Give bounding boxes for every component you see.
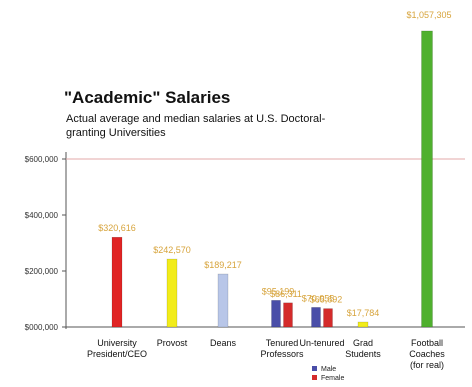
- data-label: $65,692: [310, 295, 343, 305]
- bar: [357, 321, 369, 328]
- data-label: $17,784: [347, 308, 380, 318]
- x-tick-label: University: [97, 338, 137, 348]
- x-tick-label: Professors: [260, 349, 304, 359]
- x-tick-label: Students: [345, 349, 381, 359]
- bar: [271, 300, 281, 328]
- data-label: $70,055: [302, 293, 335, 303]
- bar: [421, 30, 433, 328]
- bar: [111, 236, 123, 328]
- data-label: $95,199: [262, 286, 295, 296]
- legend-label: Male: [321, 366, 336, 373]
- x-tick-label: President/CEO: [87, 349, 147, 359]
- x-tick-label: Un-tenured: [299, 338, 344, 348]
- y-tick-label: $600,000: [25, 155, 59, 164]
- y-tick-label: $000,000: [25, 323, 59, 332]
- chart-subtitle: Actual average and median salaries at U.…: [66, 113, 326, 139]
- x-tick-label: Coaches: [409, 349, 445, 359]
- bar: [217, 273, 229, 328]
- legend-swatch: [312, 366, 317, 371]
- x-tick-label: Grad: [353, 338, 373, 348]
- bar: [283, 302, 293, 328]
- x-tick-label: Deans: [210, 338, 237, 348]
- data-label: $86,311: [270, 289, 302, 299]
- y-tick-label: $400,000: [25, 211, 59, 220]
- bar: [323, 308, 333, 328]
- x-tick-label: Football: [411, 338, 443, 348]
- data-label: $189,217: [204, 260, 242, 270]
- chart-title: "Academic" Salaries: [64, 88, 231, 107]
- x-tick-label: Tenured: [266, 338, 299, 348]
- x-tick-label: (for real): [410, 360, 444, 370]
- legend-label: Female: [321, 375, 344, 382]
- x-tick-label: Provost: [157, 338, 188, 348]
- bar: [311, 307, 321, 328]
- data-label: $242,570: [153, 245, 191, 255]
- bar: [166, 258, 178, 328]
- y-tick-label: $200,000: [25, 267, 59, 276]
- data-label: $1,057,305: [406, 10, 451, 20]
- data-label: $320,616: [98, 223, 136, 233]
- legend-swatch: [312, 375, 317, 380]
